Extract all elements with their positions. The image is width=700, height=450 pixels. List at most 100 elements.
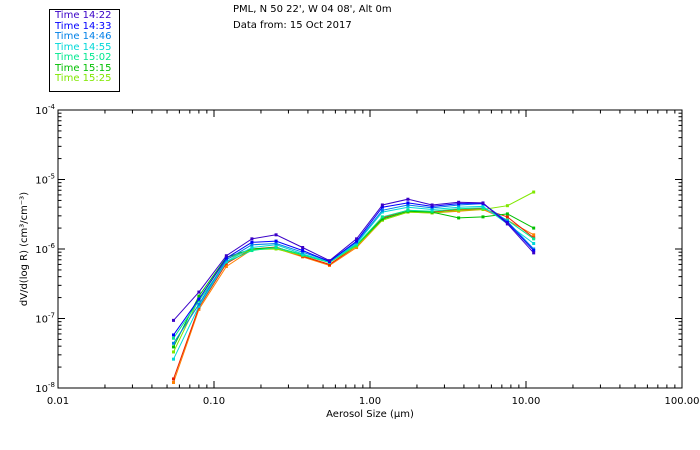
data-point <box>224 258 228 262</box>
data-point <box>197 290 201 294</box>
x-tick-label: 1.00 <box>359 396 381 407</box>
data-point <box>430 208 434 212</box>
data-point <box>532 249 536 253</box>
data-point <box>250 246 254 250</box>
series-line <box>173 205 534 360</box>
data-point <box>505 222 509 226</box>
data-point <box>250 237 254 241</box>
data-point <box>380 215 384 219</box>
legend: Time 14:22 Time 14:33 Time 14:46 Time 14:55… <box>49 9 120 92</box>
y-tick-label: 10-4 <box>35 103 55 117</box>
data-point <box>457 200 461 204</box>
data-point <box>380 217 384 221</box>
data-point <box>171 336 175 340</box>
y-tick-label: 10-8 <box>35 381 55 395</box>
data-point <box>505 204 509 208</box>
data-point <box>224 265 228 269</box>
data-point <box>457 207 461 211</box>
x-tick-label: 10.00 <box>512 396 541 407</box>
data-point <box>406 201 410 205</box>
x-axis-label: Aerosol Size (µm) <box>326 409 414 420</box>
plot-frame <box>57 109 683 389</box>
data-point <box>197 297 201 301</box>
data-point <box>406 208 410 212</box>
data-point <box>430 203 434 207</box>
data-point <box>406 203 410 207</box>
data-point <box>274 246 278 250</box>
data-point <box>505 215 509 219</box>
data-point <box>274 241 278 245</box>
data-point <box>380 205 384 209</box>
data-point <box>430 206 434 210</box>
legend-item: Time 15:02 <box>55 52 112 63</box>
series-line <box>173 202 535 336</box>
series-line <box>173 191 534 353</box>
data-point <box>171 377 175 381</box>
data-point <box>532 251 536 255</box>
data-point <box>197 302 201 306</box>
y-tick-label: 10-6 <box>35 242 55 256</box>
data-point <box>301 246 305 250</box>
data-point <box>171 333 175 337</box>
data-point <box>224 254 228 258</box>
data-point <box>481 201 485 205</box>
series-line <box>173 207 534 339</box>
series-line <box>173 208 535 380</box>
y-axis-label: dV/d(log R) (cm³/cm⁻³) <box>19 192 30 306</box>
data-point <box>197 299 201 303</box>
legend-item: Time 14:55 <box>55 41 112 53</box>
data-point <box>481 208 485 212</box>
data-point <box>197 294 201 298</box>
data-point <box>406 197 410 201</box>
data-point <box>250 243 254 247</box>
series-line <box>173 210 534 348</box>
data-point <box>457 216 461 220</box>
data-point <box>197 307 201 311</box>
data-point <box>224 260 228 264</box>
data-point <box>406 205 410 209</box>
data-point <box>532 233 536 237</box>
data-point <box>532 247 536 251</box>
data-point <box>355 237 359 241</box>
data-point <box>224 256 228 260</box>
data-point <box>250 240 254 244</box>
legend-item: Time 14:33 <box>55 20 112 32</box>
legend-item: Time 15:15 <box>55 62 112 74</box>
data-point <box>532 226 536 230</box>
data-point <box>532 237 536 241</box>
data-point <box>457 205 461 209</box>
data-point <box>457 208 461 212</box>
data-point <box>171 318 175 322</box>
data-point <box>355 239 359 243</box>
data-point <box>301 250 305 254</box>
data-point <box>505 212 509 216</box>
series-line <box>173 203 535 344</box>
data-point <box>481 215 485 219</box>
data-point <box>274 233 278 237</box>
x-tick-label: 0.10 <box>203 396 225 407</box>
y-tick-label: 10-5 <box>35 173 55 187</box>
data-point <box>301 252 305 256</box>
data-point <box>274 239 278 243</box>
data-point <box>171 341 175 345</box>
data-point <box>430 209 434 213</box>
data-point <box>327 262 331 266</box>
data-point <box>171 357 175 361</box>
data-point <box>197 304 201 308</box>
data-point <box>532 190 536 194</box>
series-line <box>173 208 534 383</box>
data-point <box>301 249 305 253</box>
data-point <box>380 203 384 207</box>
legend-item: Time 14:22 <box>55 10 112 21</box>
data-point <box>327 259 331 263</box>
chart-subtitle: Data from: 15 Oct 2017 <box>233 20 352 31</box>
data-point <box>171 345 175 349</box>
x-tick-label: 0.01 <box>47 396 69 407</box>
legend-item: Time 15:25 <box>55 73 112 84</box>
chart-title: PML, N 50 22', W 04 08', Alt 0m <box>233 4 392 15</box>
data-point <box>380 210 384 214</box>
data-point <box>171 380 175 384</box>
data-point <box>380 208 384 212</box>
data-point <box>532 241 536 245</box>
